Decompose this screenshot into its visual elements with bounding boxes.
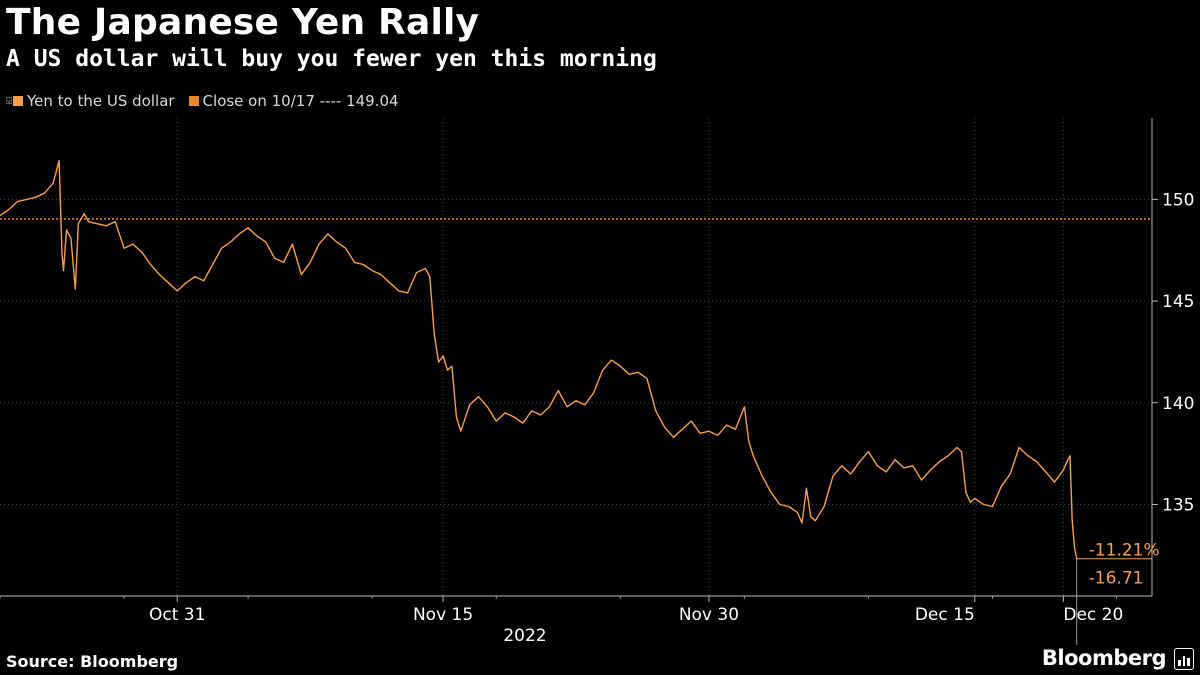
bloomberg-chart-icon — [1174, 648, 1194, 670]
legend: ⍌ Yen to the US dollar Close on 10/17 --… — [6, 91, 413, 111]
annotation-label: -11.21% — [1089, 540, 1160, 560]
x-tick-label: Nov 15 — [413, 605, 473, 625]
legend-label-close: Close on 10/17 ---- 149.04 — [202, 92, 399, 110]
y-tick-label: 135 — [1162, 495, 1194, 515]
legend-item-close: Close on 10/17 ---- 149.04 — [188, 92, 399, 110]
x-axis-year-label: 2022 — [503, 626, 546, 646]
bloomberg-logo: Bloomberg — [1041, 646, 1167, 670]
chart-subtitle: A US dollar will buy you fewer yen this … — [6, 46, 657, 72]
legend-item-yen: ⍌ Yen to the US dollar — [6, 92, 175, 110]
legend-swatch-close — [188, 96, 199, 106]
annotation-label: -16.71 — [1089, 569, 1144, 589]
legend-swatch-yen — [13, 96, 23, 106]
x-tick-label: Dec 15 — [915, 605, 975, 625]
legend-label-yen: Yen to the US dollar — [27, 92, 175, 110]
y-tick-label: 145 — [1162, 292, 1194, 312]
chart-title: The Japanese Yen Rally — [6, 2, 480, 43]
y-tick-label: 140 — [1162, 394, 1194, 414]
candlestick-icon: ⍌ — [6, 95, 12, 107]
source-note: Source: Bloomberg — [6, 652, 179, 671]
series-line-yen — [0, 160, 1078, 559]
x-tick-label: Oct 31 — [149, 605, 205, 625]
x-tick-label: Dec 20 — [1063, 605, 1123, 625]
y-tick-label: 150 — [1162, 190, 1194, 210]
x-tick-label: Nov 30 — [679, 605, 739, 625]
